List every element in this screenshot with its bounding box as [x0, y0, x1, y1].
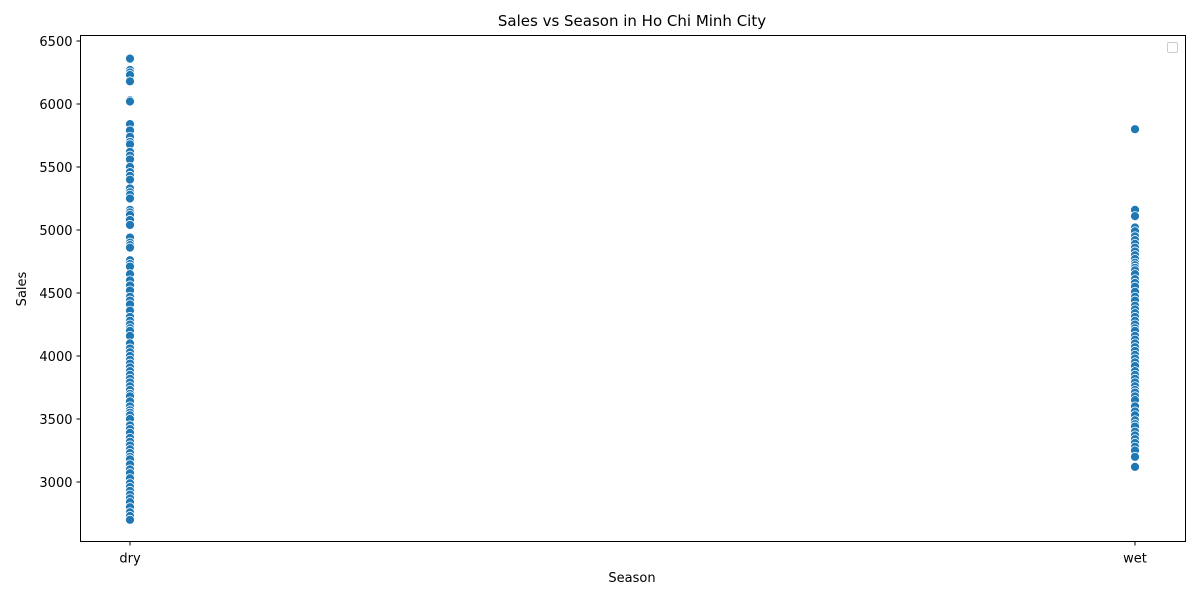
y-tick-label: 3500 [39, 413, 72, 428]
y-tick-label: 4500 [39, 287, 72, 302]
chart-title: Sales vs Season in Ho Chi Minh City [498, 12, 766, 30]
y-tick-label: 4000 [39, 350, 72, 365]
data-point-dry [125, 220, 135, 230]
data-point-dry [125, 53, 135, 64]
y-tick-label: 6000 [39, 98, 72, 113]
x-axis-label: Season [608, 571, 655, 586]
data-point-dry [125, 96, 135, 107]
data-point-dry [125, 193, 135, 204]
data-point-wet [1130, 461, 1140, 472]
x-tick-label: wet [1123, 552, 1147, 567]
y-tick-label: 6500 [39, 35, 72, 50]
y-axis: 3000 3500 4000 4500 5000 5500 6000 6500 [39, 35, 81, 491]
y-tick-label: 3000 [39, 476, 72, 491]
x-tick-label: dry [119, 552, 141, 567]
data-point-wet [1130, 124, 1140, 135]
y-tick-label: 5000 [39, 224, 72, 239]
y-axis-label: Sales [15, 271, 30, 306]
plot-frame [80, 35, 1186, 542]
data-point-dry [125, 242, 135, 253]
y-tick-label: 5500 [39, 161, 72, 176]
data-point-dry [125, 174, 135, 185]
legend-box [1167, 42, 1178, 53]
data-point-dry [125, 76, 135, 87]
points-layer [125, 53, 1140, 525]
x-axis: dry wet [119, 541, 1147, 567]
data-point-wet [1130, 211, 1140, 222]
data-point-wet [1130, 451, 1140, 462]
data-point-dry [125, 514, 135, 525]
